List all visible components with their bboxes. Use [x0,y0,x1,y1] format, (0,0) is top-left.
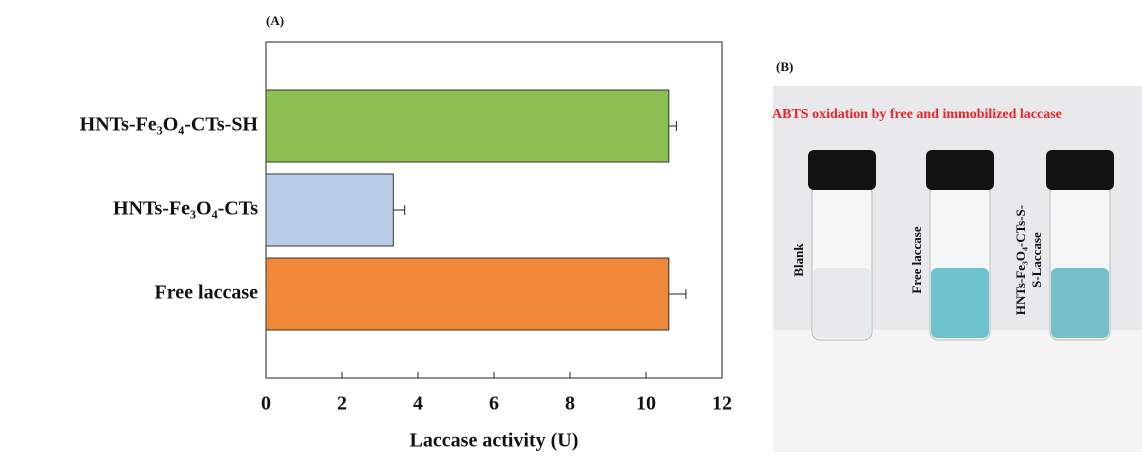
x-tick-label: 0 [261,393,271,415]
vial-liquid [1051,268,1109,338]
error-bar [393,205,404,215]
error-bar [669,289,686,299]
x-tick-label: 6 [489,393,499,415]
vial-label: Free laccase [909,226,924,293]
vial-label: HNTs-Fe₃O₄-CTs-S- [1013,205,1028,315]
vial-liquid [931,268,989,338]
bar [266,90,669,162]
x-tick-label: 8 [565,393,575,415]
vial-label: S-Laccase [1029,232,1044,288]
panel-label: (B) [776,59,793,74]
y-tick-label: HNTs-Fe₃O₄-CTs [113,198,258,220]
vial-liquid [813,268,871,338]
error-bar [669,121,677,131]
panel-label: (A) [266,13,284,28]
x-axis-label: Laccase activity (U) [410,430,579,452]
bar [266,174,393,246]
x-tick-label: 2 [337,393,347,415]
figure: (A) Laccase activity (U) (B) ABTS oxidat… [0,0,1142,452]
photo-caption: ABTS oxidation by free and immobilized l… [772,107,1062,122]
y-tick-label: HNTs-Fe₃O₄-CTs-SH [80,114,259,136]
vial-label: Blank [791,243,806,277]
vial-cap [808,150,876,190]
y-tick-label: Free laccase [155,282,259,304]
x-tick-label: 4 [413,393,423,415]
x-tick-label: 10 [636,393,656,415]
photo-table [773,330,1142,452]
vial-cap [926,150,994,190]
bar [266,258,669,330]
vial-cap [1046,150,1114,190]
x-tick-label: 12 [712,393,732,415]
